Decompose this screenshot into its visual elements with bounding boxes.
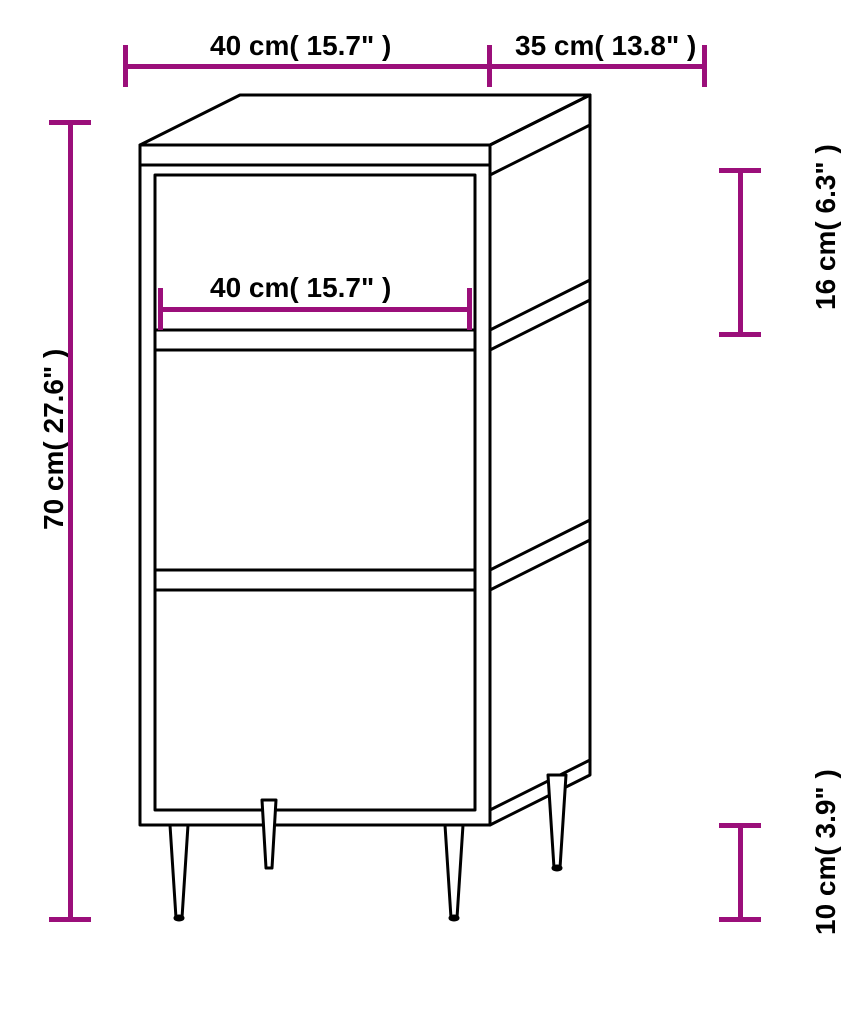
dim-top-width-label: 40 cm( 15.7" ) [210, 30, 391, 62]
dim-top-depth-line [490, 64, 705, 69]
dim-drawer-width-label: 40 cm( 15.7" ) [210, 272, 391, 304]
diagram-canvas: 40 cm( 15.7" ) 35 cm( 13.8" ) 70 cm( 27.… [0, 0, 857, 1020]
dim-drawer-height-line [738, 170, 743, 335]
dim-left-height-line [68, 122, 73, 920]
dim-drawer-width-line [160, 307, 470, 312]
dim-drawer-height-label: 16 cm( 6.3" ) [810, 144, 842, 310]
cabinet-drawing [0, 0, 857, 1020]
dim-left-height-cap-bot [49, 917, 91, 922]
dim-left-height-cap-top [49, 120, 91, 125]
dim-drawer-width-cap-left [158, 288, 163, 330]
dim-left-height-label: 70 cm( 27.6" ) [38, 349, 70, 530]
dim-top-width-line [125, 64, 490, 69]
dim-top-depth-cap-right [702, 45, 707, 87]
dim-top-depth-label: 35 cm( 13.8" ) [515, 30, 696, 62]
dim-drawer-height-cap-top [719, 168, 761, 173]
dim-leg-height-cap-top [719, 823, 761, 828]
dim-drawer-height-cap-bot [719, 332, 761, 337]
dim-leg-height-label: 10 cm( 3.9" ) [810, 769, 842, 935]
dim-drawer-width-cap-right [467, 288, 472, 330]
dim-top-width-cap-left [123, 45, 128, 87]
dim-leg-height-cap-bot [719, 917, 761, 922]
dim-leg-height-line [738, 825, 743, 920]
